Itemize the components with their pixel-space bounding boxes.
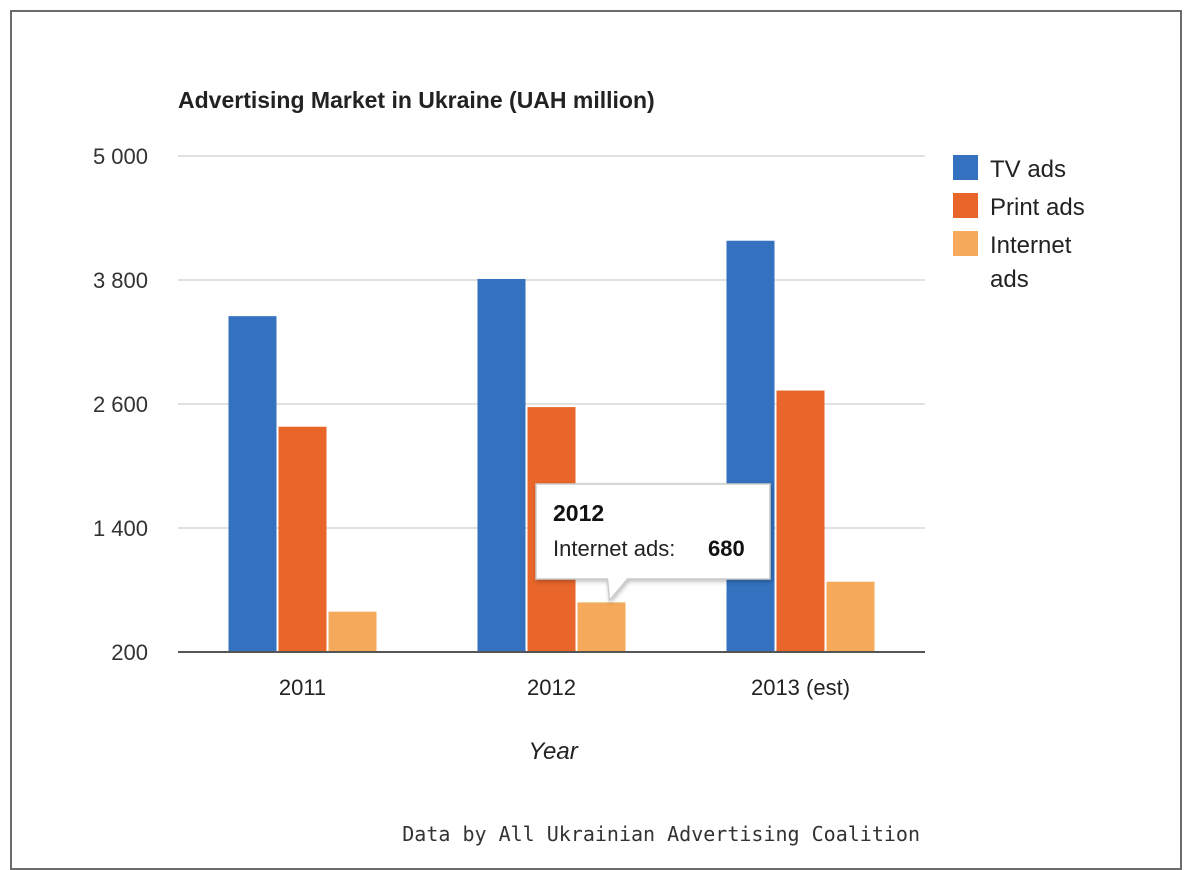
x-axis-title: Year xyxy=(528,738,578,765)
x-tick-label: 2012 xyxy=(527,675,576,700)
chart-title: Advertising Market in Ukraine (UAH milli… xyxy=(178,87,655,113)
y-tick-label: 3 800 xyxy=(93,268,148,293)
bar-print-2[interactable] xyxy=(776,390,825,652)
source-note: Data by All Ukrainian Advertising Coalit… xyxy=(402,822,920,846)
y-tick-label: 1 400 xyxy=(93,516,148,541)
tooltip-box xyxy=(535,483,771,603)
y-tick-label: 5 000 xyxy=(93,144,148,169)
x-tick-label: 2011 xyxy=(279,675,326,700)
legend: TV ads Print ads Internet ads xyxy=(953,155,1085,293)
legend-label: Internet ads xyxy=(990,232,1072,293)
y-tick-label: 200 xyxy=(111,640,148,665)
tooltip-label: Internet ads: xyxy=(553,536,675,561)
legend-swatch xyxy=(953,231,978,256)
tooltip-title: 2012 xyxy=(553,500,604,526)
bar-internet-1[interactable] xyxy=(577,602,626,652)
bar-tv-2[interactable] xyxy=(726,240,775,652)
legend-label: TV ads xyxy=(990,156,1066,183)
bars xyxy=(228,240,875,652)
y-axis-ticks: 200 1 400 2 600 3 800 5 000 xyxy=(93,144,148,665)
legend-swatch xyxy=(953,155,978,180)
bar-tv-0[interactable] xyxy=(228,316,277,652)
x-tick-label: 2013 (est) xyxy=(751,675,850,700)
tooltip-value: 680 xyxy=(708,536,745,561)
bar-tv-1[interactable] xyxy=(477,278,526,652)
legend-label: Print ads xyxy=(990,194,1085,221)
y-tick-label: 2 600 xyxy=(93,392,148,417)
bar-chart: Advertising Market in Ukraine (UAH milli… xyxy=(93,87,1085,846)
bar-internet-0[interactable] xyxy=(328,611,377,652)
tooltip: 2012 Internet ads: 680 xyxy=(535,483,771,603)
x-axis-ticks: 2011 2012 2013 (est) xyxy=(279,675,850,700)
bar-internet-2[interactable] xyxy=(826,581,875,652)
bar-print-0[interactable] xyxy=(278,426,327,652)
legend-swatch xyxy=(953,193,978,218)
